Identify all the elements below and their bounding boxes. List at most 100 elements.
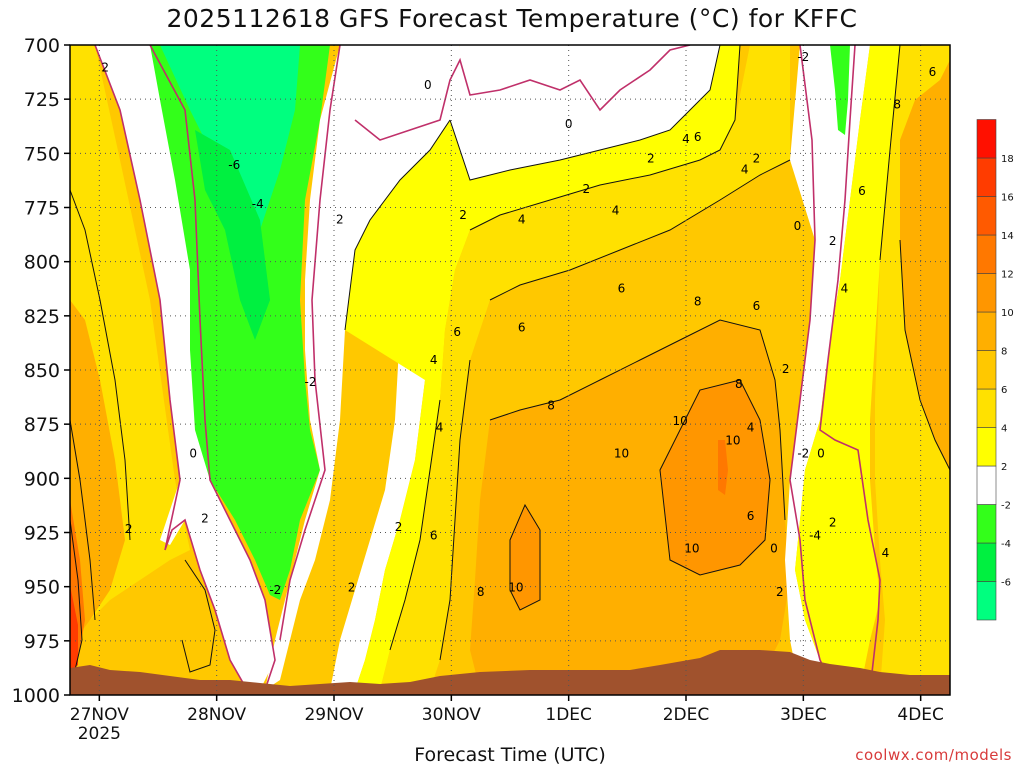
contour-label: 8 [735, 377, 743, 391]
x-tick-label: 29NOV [304, 705, 363, 725]
contour-label: 2 [395, 520, 403, 534]
contour-label: 2 [125, 522, 133, 536]
colorbar-label: 6 [1001, 385, 1007, 396]
isotherm [489, 319, 786, 521]
colorbar-segment [976, 350, 997, 390]
x-tick-sublabel: 2025 [78, 724, 121, 744]
colorbar-segment [976, 119, 997, 159]
band-cold-mid [195, 130, 270, 340]
isotherm [509, 503, 541, 611]
x-tick-label: 30NOV [422, 705, 481, 725]
x-tick-label: 3DEC [780, 705, 827, 725]
contour-label: 2 [829, 516, 837, 530]
y-tick-label: 700 [24, 35, 60, 57]
colorbar-label: 16 [1001, 193, 1014, 204]
colorbar-segment [976, 504, 997, 544]
y-tick-label: 950 [24, 577, 60, 599]
site-credit-link[interactable]: coolwx.com/models [855, 746, 1012, 764]
contour-label: 2 [459, 208, 467, 222]
contour-label: 2 [782, 362, 790, 376]
band-6-8-left [70, 300, 125, 640]
colorbar-segment [976, 465, 997, 505]
contour-label: 10 [614, 446, 629, 460]
colorbar-segment [976, 157, 997, 197]
band-2-4-right [795, 45, 900, 690]
contour-label: 0 [565, 117, 573, 131]
contour-label: 4 [882, 546, 890, 560]
zero-line-top [354, 45, 691, 141]
band-10-spot [510, 505, 540, 610]
colorbar-label: 14 [1001, 231, 1014, 242]
colorbar-segment [976, 581, 997, 621]
contour-label: 4 [841, 282, 849, 296]
contour-label: 2 [348, 581, 356, 595]
colorbar-label: 4 [1001, 424, 1007, 435]
contour-label: -4 [252, 197, 264, 211]
colorbar-segment [976, 542, 997, 582]
contour-label: 2 [776, 585, 784, 599]
band-12-core [718, 440, 728, 495]
contour-label: 6 [694, 130, 702, 144]
contour-label: 0 [794, 219, 802, 233]
contour-label: 6 [518, 321, 526, 335]
isotherm [344, 119, 451, 331]
contour-label: 4 [518, 212, 526, 226]
contour-label: 4 [682, 132, 690, 146]
colorbar-label: -4 [1001, 539, 1011, 550]
isotherm [659, 379, 771, 576]
contour-label: 6 [430, 529, 438, 543]
contour-label: 8 [893, 98, 901, 112]
isotherm [469, 45, 741, 231]
x-tick-label: 4DEC [897, 705, 944, 725]
contour-label: -2 [305, 375, 317, 389]
contour-label: 4 [741, 163, 749, 177]
y-axis: 700 725 750 775 800 825 850 875 900 925 950 975 1000 [12, 35, 70, 707]
contour-label: -6 [228, 158, 240, 172]
contour-label: 6 [858, 184, 866, 198]
colorbar-label: 10 [1001, 308, 1014, 319]
contour-label: 6 [747, 509, 755, 523]
colorbar-label: 2 [1001, 462, 1007, 473]
contour-label: 0 [817, 446, 825, 460]
y-tick-label: 975 [24, 631, 60, 653]
contour-label: 2 [101, 61, 109, 75]
chart-title: 2025112618 GFS Forecast Temperature (°C)… [166, 4, 858, 33]
contour-label: 2 [336, 212, 344, 226]
y-tick-label: 875 [24, 414, 60, 436]
zero-line-right-2 [819, 45, 881, 691]
y-tick-label: 825 [24, 306, 60, 328]
y-tick-label: 750 [24, 143, 60, 165]
contour-label: 10 [672, 414, 687, 428]
contour-label: 10 [508, 581, 523, 595]
colorbar-label: 8 [1001, 347, 1007, 358]
contour-label: -2 [797, 50, 809, 64]
contour-label: 6 [929, 65, 937, 79]
contour-label: 4 [436, 420, 444, 434]
contour-label: 2 [753, 152, 761, 166]
isotherm [70, 419, 96, 621]
colorbar-segment [976, 196, 997, 236]
colorbar-segment [976, 311, 997, 351]
colorbar-label: 12 [1001, 270, 1014, 281]
grid [70, 45, 950, 695]
zero-line-right [789, 45, 836, 691]
contour-label: 6 [753, 299, 761, 313]
band-white-2 [265, 45, 460, 690]
colorbar-segment [976, 427, 997, 467]
band-cold-right-top [830, 45, 850, 135]
contour-label: 6 [618, 282, 626, 296]
x-tick-label: 2DEC [663, 705, 710, 725]
band-10-core [660, 380, 770, 575]
band-cold-tongue [150, 45, 330, 600]
contour-label: 8 [477, 585, 485, 599]
y-tick-label: 725 [24, 89, 60, 111]
contour-label: 4 [430, 353, 438, 367]
colorbar: -6 -4 -2 2 4 6 8 10 12 14 16 18 [976, 119, 1014, 621]
colorbar-segment [976, 388, 997, 428]
x-axis-label: Forecast Time (UTC) [414, 744, 606, 766]
contour-label: 8 [547, 399, 555, 413]
terrain [70, 650, 950, 695]
